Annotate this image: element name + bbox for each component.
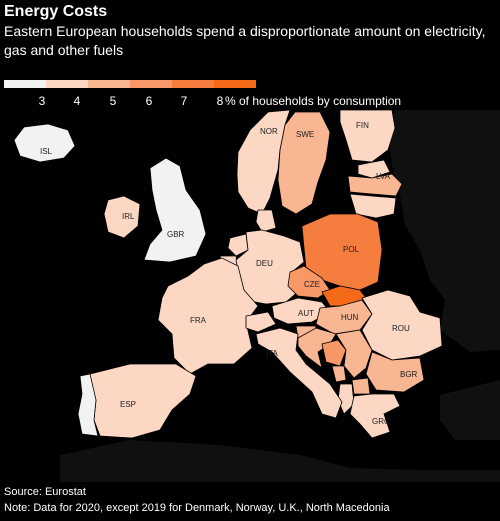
country-IRL [103, 195, 141, 239]
land-other [388, 110, 500, 352]
country-LVA [347, 173, 403, 197]
country-label-ESP: ESP [120, 400, 136, 409]
country-label-ROU: ROU [392, 324, 410, 333]
country-label-NOR: NOR [260, 127, 278, 136]
country-HUN [315, 299, 373, 335]
country-label-GRC: GRC [372, 417, 390, 426]
country-GRC [349, 393, 401, 439]
country-DEU [235, 229, 305, 305]
country-HRV [297, 327, 337, 369]
legend-bin [172, 80, 214, 88]
country-POL [301, 213, 383, 291]
country-MKD [351, 377, 371, 395]
country-FRA [157, 257, 259, 375]
legend-tick: 6 [145, 94, 153, 108]
country-NLD [227, 233, 249, 257]
legend-bin [214, 80, 256, 88]
chart-subtitle: Eastern European households spend a disp… [4, 23, 486, 58]
legend-bin [4, 80, 46, 88]
country-ITA [255, 327, 343, 419]
country-label-ITA: ITA [266, 349, 279, 358]
country-label-HUN: HUN [341, 313, 359, 322]
source-note: Source: Eurostat [4, 486, 86, 498]
country-CHE [245, 311, 277, 333]
legend-bin [46, 80, 88, 88]
legend-bin [88, 80, 130, 88]
country-label-BGR: BGR [400, 370, 418, 379]
footnote: Note: Data for 2020, except 2019 for Den… [4, 502, 390, 514]
chart-title: Energy Costs [4, 3, 108, 20]
legend-tick: 3 [38, 94, 46, 108]
country-BGR [365, 351, 425, 393]
country-EST [357, 159, 391, 179]
europe-map: ISL NOR SWE FIN LVA IRL GBR DEU POL CZE … [0, 110, 500, 482]
country-label-POL: POL [343, 245, 360, 254]
country-label-AUT: AUT [298, 309, 314, 318]
legend-tick: 4 [73, 94, 81, 108]
legend-unit-label: % of households by consumption [225, 94, 402, 108]
legend: 3 4 5 6 7 8 % of households by consumpti… [4, 80, 484, 112]
country-label-GBR: GBR [167, 230, 185, 239]
land-other [440, 380, 500, 440]
country-label-FIN: FIN [356, 121, 369, 130]
country-label-SWE: SWE [296, 130, 314, 139]
legend-tick: 8 [216, 94, 224, 108]
country-label-DEU: DEU [256, 259, 273, 268]
country-label-ISL: ISL [40, 147, 53, 156]
country-MNE [331, 365, 347, 383]
country-ROU [361, 289, 443, 361]
country-DNK [255, 209, 277, 233]
land-other [60, 440, 500, 482]
country-GBR [143, 157, 207, 263]
legend-bin [130, 80, 172, 88]
country-label-LVA: LVA [376, 172, 391, 181]
country-BIH [321, 339, 347, 367]
country-label-IRL: IRL [122, 212, 135, 221]
country-label-CZE: CZE [304, 280, 320, 289]
country-label-FRA: FRA [190, 316, 207, 325]
country-SWE [277, 111, 331, 215]
legend-tick: 7 [180, 94, 188, 108]
country-SRB [335, 329, 373, 379]
country-ISL [13, 123, 76, 163]
legend-tick: 5 [109, 94, 117, 108]
country-PRT [77, 373, 99, 437]
